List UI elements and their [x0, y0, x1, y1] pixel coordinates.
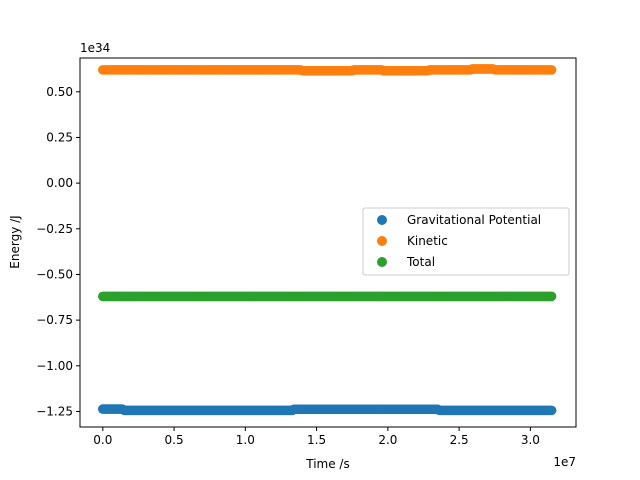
plot-frame [79, 57, 577, 428]
legend: Gravitational Potential Kinetic Total [362, 207, 570, 276]
x-offset-label: 1e7 [553, 455, 576, 469]
x-axis-label: Time /s [305, 457, 349, 471]
y-axis-label: Energy /J [8, 215, 22, 268]
series-0 [98, 404, 557, 416]
y-tick-label: −0.50 [36, 267, 73, 281]
series-2 [98, 291, 557, 302]
y-tick-label: 0.00 [46, 176, 73, 190]
x-tick-label: 1.5 [307, 433, 326, 447]
legend-marker-gravitational [377, 215, 387, 225]
y-tick-label: −0.25 [36, 222, 73, 236]
series-1 [98, 64, 557, 76]
x-tick-label: 2.5 [450, 433, 469, 447]
x-tick-label: 2.0 [378, 433, 397, 447]
y-tick-label: −0.75 [36, 313, 73, 327]
x-tick-label: 3.0 [521, 433, 540, 447]
legend-label-gravitational: Gravitational Potential [407, 213, 541, 227]
legend-box [362, 207, 570, 276]
data-point [546, 65, 557, 75]
x-tick-label: 1.0 [236, 433, 255, 447]
y-tick-label: −1.00 [36, 359, 73, 373]
y-tick-label: 0.25 [46, 130, 73, 144]
y-tick-label: −1.25 [36, 404, 73, 418]
legend-marker-total [377, 257, 387, 267]
data-point [546, 405, 557, 416]
series-layer [98, 64, 557, 416]
x-tick-label: 0.5 [165, 433, 184, 447]
data-point [546, 291, 557, 302]
legend-label-kinetic: Kinetic [407, 234, 448, 248]
legend-label-total: Total [406, 255, 435, 269]
y-offset-label: 1e34 [80, 41, 110, 55]
x-axis-ticks: 0.0 0.5 1.0 1.5 2.0 2.5 3.0 [93, 427, 540, 447]
y-axis-ticks: 0.50 0.25 0.00 −0.25 −0.50 −0.75 −1.00 −1.25 [36, 85, 80, 418]
legend-marker-kinetic [377, 236, 387, 246]
x-tick-label: 0.0 [93, 433, 112, 447]
y-tick-label: 0.50 [46, 85, 73, 99]
